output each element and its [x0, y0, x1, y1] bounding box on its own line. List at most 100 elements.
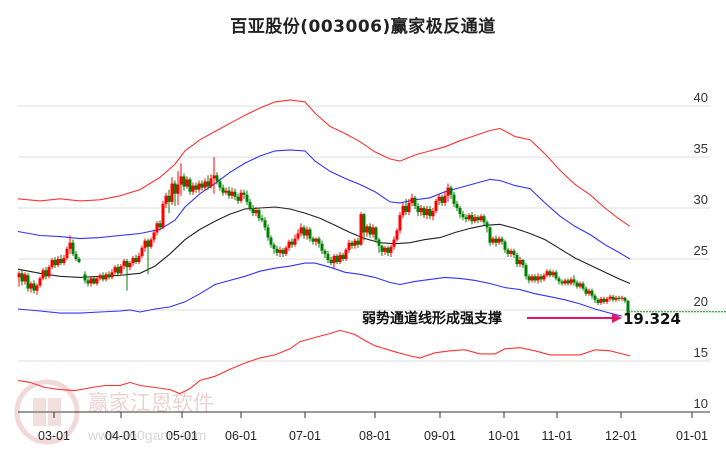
candle	[416, 205, 420, 213]
candle	[170, 183, 174, 202]
candle	[92, 278, 96, 284]
candle	[383, 247, 387, 252]
chart-title: 百亚股份(003006)赢家极反通道	[230, 17, 496, 37]
candle	[131, 257, 135, 264]
candle	[410, 197, 414, 203]
candle	[68, 242, 72, 249]
candle	[302, 227, 306, 236]
candle	[422, 208, 426, 216]
candle	[551, 272, 555, 276]
candle	[347, 242, 351, 250]
candle	[515, 254, 519, 265]
candle	[305, 229, 309, 236]
watermark: 赢家江恩软件 www.360gann.com	[14, 379, 214, 445]
candle	[65, 248, 69, 258]
candle	[74, 253, 78, 259]
candle	[83, 274, 87, 281]
candle	[95, 278, 99, 284]
candle	[182, 176, 186, 187]
arrow-head-icon	[612, 313, 622, 323]
candle	[245, 194, 249, 202]
candle	[35, 285, 39, 291]
candle	[554, 272, 558, 279]
candle	[254, 210, 258, 214]
candle	[257, 210, 261, 219]
candle	[77, 259, 81, 263]
y-tick-label: 40	[694, 90, 708, 105]
x-tick-label: 06-01	[225, 429, 257, 443]
candle	[623, 297, 627, 301]
candle	[242, 192, 246, 195]
candle	[575, 282, 579, 287]
candle	[260, 218, 264, 221]
candle	[605, 298, 609, 302]
candle	[494, 238, 498, 243]
candle	[314, 238, 318, 242]
candlesticks	[17, 157, 630, 318]
candle	[365, 226, 369, 233]
candle	[587, 290, 591, 294]
candle	[392, 239, 396, 247]
candle	[476, 217, 480, 221]
candle	[581, 283, 585, 289]
candle	[164, 195, 168, 204]
candle	[146, 240, 150, 247]
candle	[104, 274, 108, 280]
candle	[233, 191, 237, 197]
candle	[239, 192, 243, 201]
candle	[617, 297, 621, 299]
candle	[110, 272, 114, 278]
y-tick-label: 10	[694, 396, 708, 411]
x-tick-label: 01-01	[676, 429, 708, 443]
candle	[467, 215, 471, 220]
candle	[527, 276, 531, 281]
candle	[125, 261, 129, 268]
candle	[521, 260, 525, 266]
candle	[485, 222, 489, 228]
watermark-brand: 赢家江恩软件	[88, 391, 214, 415]
candle	[359, 214, 363, 245]
candle	[602, 298, 606, 302]
candle	[236, 196, 240, 201]
x-tick-label: 10-01	[488, 429, 520, 443]
candle	[230, 191, 234, 196]
candle	[404, 205, 408, 213]
candle	[584, 288, 588, 294]
candle	[536, 276, 540, 281]
candle	[98, 275, 102, 279]
candle	[185, 179, 189, 187]
x-tick-label: 03-01	[38, 429, 70, 443]
channel-lines	[17, 99, 631, 395]
candle	[620, 297, 624, 299]
candle	[266, 227, 270, 238]
candle	[119, 266, 123, 274]
watermark-url: www.360gann.com	[87, 427, 206, 443]
candle	[578, 283, 582, 287]
candle	[500, 238, 504, 242]
candle	[299, 227, 303, 234]
inner-lower-line	[17, 262, 623, 317]
candle	[335, 255, 339, 263]
candle	[320, 243, 324, 251]
candle	[143, 240, 147, 248]
candle	[425, 209, 429, 216]
candle	[560, 281, 564, 284]
x-axis-ticks: 03-01 04-01 05-01 06-01 07-01 08-01 09-01 10-01…	[38, 412, 708, 443]
x-tick-label: 12-01	[605, 429, 637, 443]
candle	[29, 283, 33, 289]
candle	[341, 254, 345, 259]
candle	[389, 246, 393, 253]
candle	[224, 190, 228, 193]
support-annotation: 弱势通道线形成强支撑 19.324	[362, 310, 681, 328]
candle	[152, 232, 156, 240]
candle	[464, 217, 468, 220]
candle	[461, 214, 465, 218]
candle	[455, 203, 459, 208]
candle	[296, 233, 300, 239]
candle	[509, 250, 513, 254]
y-axis-labels: 10 15 20 25 30 35 40	[694, 90, 708, 411]
candle	[167, 195, 171, 202]
candle	[101, 275, 105, 280]
candle	[545, 271, 549, 276]
